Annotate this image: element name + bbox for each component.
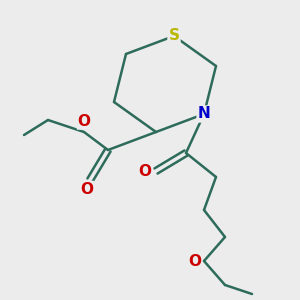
Text: O: O [80,182,94,196]
Text: O: O [77,114,91,129]
Text: S: S [169,28,179,44]
Text: O: O [139,164,152,178]
Text: O: O [188,254,201,268]
Text: N: N [198,106,210,122]
